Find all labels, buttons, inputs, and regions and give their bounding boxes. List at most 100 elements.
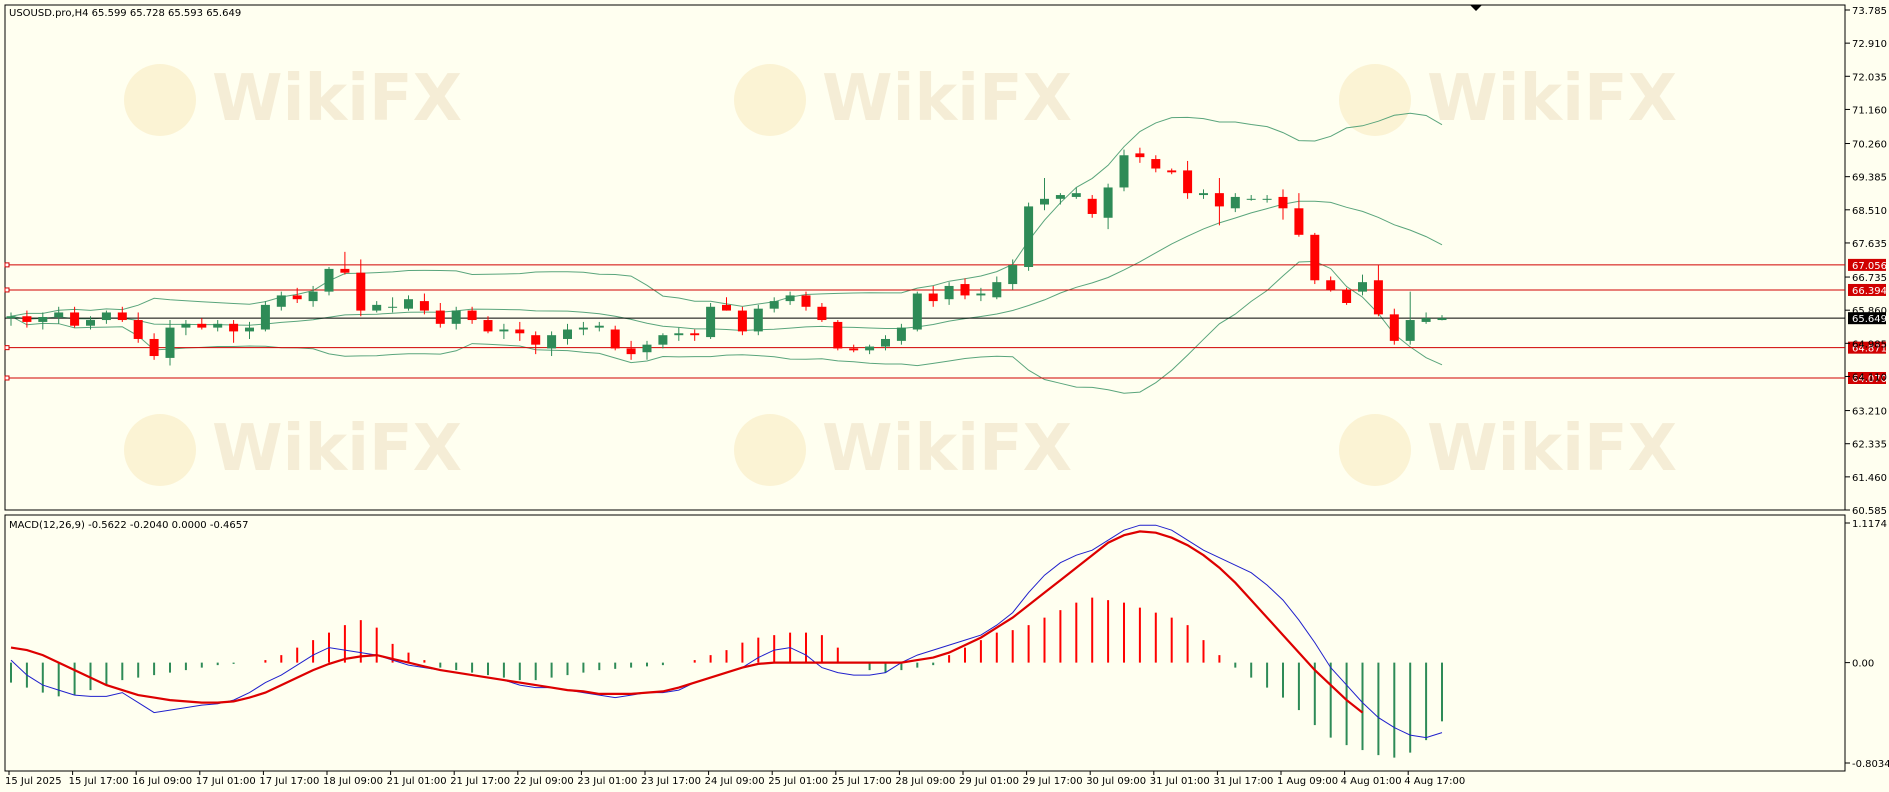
level-anchor-icon	[4, 345, 10, 351]
candle-body	[785, 295, 795, 302]
candle-body	[499, 329, 509, 332]
candle-body	[992, 282, 1002, 298]
candle-body	[101, 312, 111, 321]
watermark-text: WikiFX	[822, 62, 1072, 136]
candle-body	[817, 306, 827, 321]
main-panel	[4, 4, 1846, 511]
time-tick-label: 21 Jul 17:00	[450, 776, 510, 787]
level-price-label: 64.871	[1852, 344, 1887, 355]
level-price-tag	[1848, 283, 1886, 296]
symbol-header: USOUSD.pro,H4 65.599 65.728 65.593 65.64…	[9, 8, 241, 19]
watermark-text: WikiFX	[822, 412, 1072, 486]
macd-label: MACD(12,26,9) -0.5622 -0.2040 0.0000 -0.…	[9, 520, 248, 531]
level-price-label: 66.394	[1852, 286, 1887, 297]
candle-body	[276, 295, 286, 307]
candle-body	[690, 333, 700, 336]
candle-body	[944, 285, 954, 300]
candle-body	[340, 268, 350, 273]
candle-body	[245, 327, 254, 332]
time-tick-label: 21 Jul 01:00	[387, 776, 447, 787]
level-price-tag	[1848, 341, 1886, 354]
candle-body	[260, 304, 270, 330]
candle-body	[133, 320, 143, 339]
time-tick-label: 31 Jul 17:00	[1213, 776, 1273, 787]
price-tick-label: 67.635	[1852, 239, 1887, 250]
candle-body	[1421, 318, 1431, 322]
time-tick-label: 17 Jul 17:00	[259, 776, 319, 787]
bollinger-upper-band	[10, 112, 1443, 317]
candle-body	[1310, 234, 1320, 281]
candle-body	[1214, 193, 1224, 207]
candle-body	[865, 346, 875, 351]
candle-body	[1278, 196, 1288, 209]
level-price-tag	[1848, 258, 1886, 271]
candle-body	[547, 335, 557, 349]
bollinger-bands	[10, 112, 1443, 394]
price-tick-label: 73.785	[1852, 6, 1887, 17]
candle-body	[165, 327, 175, 358]
level-price-label: 64.070	[1852, 374, 1887, 385]
candle-body	[149, 338, 159, 357]
time-tick-label: 23 Jul 17:00	[641, 776, 701, 787]
candle-body	[563, 329, 572, 339]
candle-body	[388, 306, 398, 308]
time-tick-label: 15 Jul 17:00	[69, 776, 129, 787]
candles-group	[6, 147, 1447, 366]
candle-body	[1087, 198, 1097, 214]
macd-tick-label: -0.8034	[1852, 759, 1889, 770]
price-tick-label: 63.210	[1852, 407, 1887, 418]
watermark-logo-icon	[124, 414, 196, 486]
time-tick-label: 24 Jul 09:00	[705, 776, 765, 787]
candle-body	[1262, 198, 1272, 200]
candle-body	[801, 295, 811, 307]
time-axis: 15 Jul 2025 15 Jul 17:00 16 Jul 09:00 17 Ju…	[5, 771, 1465, 787]
candle-body	[292, 295, 302, 300]
watermark-logo-icon	[124, 64, 196, 136]
time-tick-label: 17 Jul 01:00	[196, 776, 256, 787]
candle-body	[1342, 289, 1352, 303]
level-price-tag	[1848, 371, 1886, 384]
price-tick-label: 72.910	[1852, 39, 1887, 50]
candle-body	[372, 304, 382, 311]
candle-body	[1008, 265, 1018, 285]
candle-body	[1040, 198, 1049, 205]
macd-panel	[4, 514, 1846, 772]
candle-body	[881, 338, 890, 347]
candle-body	[86, 320, 95, 326]
watermark-text: WikiFX	[212, 412, 462, 486]
price-tick-label: 61.460	[1852, 473, 1887, 484]
candle-body	[117, 312, 127, 321]
candle-body	[1405, 320, 1415, 341]
candle-body	[1135, 153, 1145, 158]
time-tick-label: 29 Jul 17:00	[1023, 776, 1083, 787]
candle-body	[1373, 280, 1383, 315]
price-tick-label: 64.110	[1852, 372, 1887, 383]
candle-body	[22, 316, 32, 322]
candle-body	[419, 301, 429, 311]
watermark-logo-icon	[1339, 414, 1411, 486]
macd-tick-label: 1.1174	[1852, 519, 1887, 530]
watermark-text: WikiFX	[212, 62, 462, 136]
candle-body	[706, 306, 716, 338]
candle-body	[610, 329, 620, 349]
price-tick-label: 72.035	[1852, 72, 1887, 83]
price-tick-label: 69.385	[1852, 173, 1887, 184]
candle-body	[658, 335, 668, 345]
candle-body	[833, 321, 843, 349]
candle-body	[769, 301, 779, 309]
time-tick-label: 22 Jul 09:00	[514, 776, 574, 787]
price-tick-label: 64.985	[1852, 339, 1887, 350]
candle-body	[1151, 159, 1161, 169]
price-tick-label: 70.260	[1852, 140, 1887, 151]
candle-body	[737, 310, 747, 332]
candle-body	[1246, 198, 1256, 200]
candle-body	[1230, 196, 1240, 209]
candle-body	[6, 316, 16, 319]
shift-marker-icon	[1470, 5, 1482, 11]
candle-body	[722, 304, 731, 311]
candle-body	[467, 310, 477, 321]
candle-body	[896, 327, 906, 341]
time-tick-label: 18 Jul 09:00	[323, 776, 383, 787]
watermark-logo-icon	[734, 414, 806, 486]
